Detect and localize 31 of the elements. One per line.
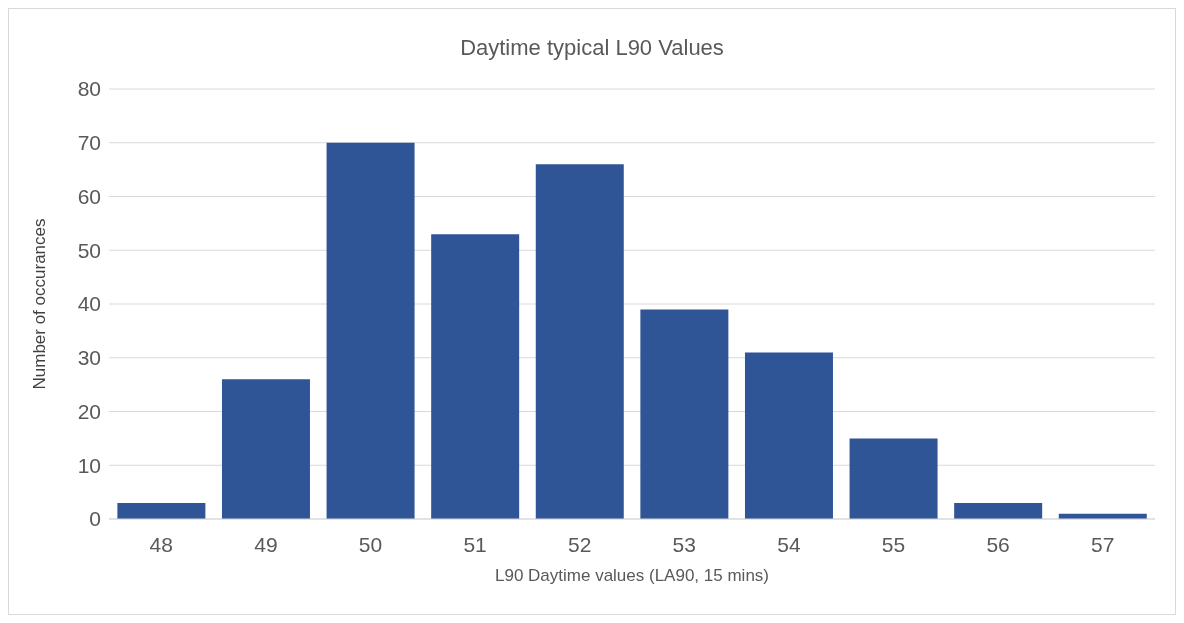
y-tick-label: 30 [77,346,101,370]
bar [326,142,415,519]
y-tick-label: 50 [77,238,101,262]
y-tick-label: 70 [77,131,101,155]
x-tick-label: 48 [149,532,173,556]
x-tick-label: 54 [777,532,801,556]
bar [640,309,729,519]
y-tick-label: 80 [77,77,101,101]
x-tick-label: 57 [1091,532,1115,556]
y-tick-label: 0 [89,507,101,531]
y-tick-label: 40 [77,292,101,316]
bar [744,352,833,519]
bar [954,502,1043,519]
bar [431,234,520,519]
bar [535,164,624,519]
x-axis-title: L90 Daytime values (LA90, 15 mins) [494,566,770,585]
x-tick-label: 49 [254,532,278,556]
x-tick-label: 50 [358,532,383,556]
bar [849,438,938,519]
x-tick-label: 51 [463,532,487,556]
bar [221,379,310,519]
x-tick-label: 56 [986,532,1010,556]
y-tick-label: 10 [77,453,101,477]
x-tick-label: 53 [672,532,696,556]
y-tick-label: 20 [77,399,101,423]
x-tick-label: 55 [881,532,906,556]
x-tick-label: 52 [568,532,592,556]
chart-title: Daytime typical L90 Values [459,35,725,61]
bar [117,502,206,519]
y-axis-title: Number of occurances [30,218,50,390]
y-tick-label: 60 [77,184,101,208]
